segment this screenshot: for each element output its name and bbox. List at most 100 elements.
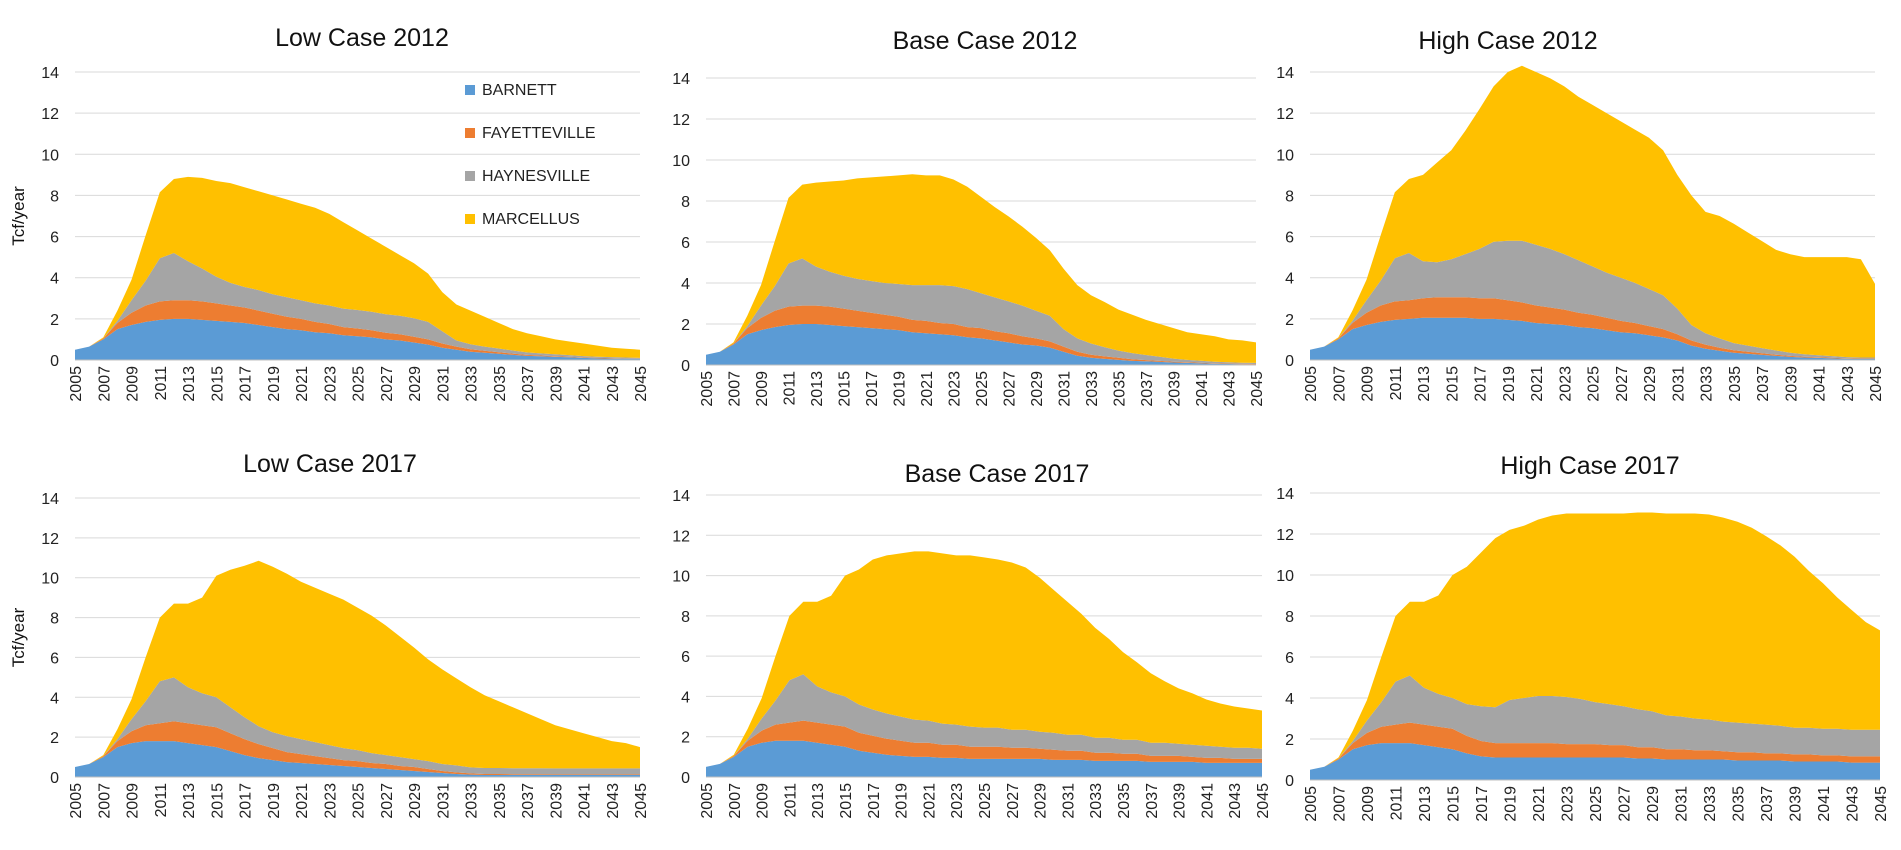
chart-panel-4: 0 2 4 6 8 10 12 14 2005 2007 2009 2011 2013 2015 2017 2… xyxy=(9,450,650,819)
x-tick-label: 2009 xyxy=(1360,366,1377,402)
x-tick-label: 2007 xyxy=(727,783,744,819)
chart-panel-2: 0 2 4 6 8 10 12 14 2005 2007 2009 2011 2013 2015 2017 2… xyxy=(672,27,1266,407)
chart-title: Base Case 2017 xyxy=(905,460,1090,488)
area-fayetteville xyxy=(75,721,640,775)
x-tick-label: 2043 xyxy=(1845,786,1862,822)
y-tick-label: 2 xyxy=(681,317,690,334)
y-tick-label: 4 xyxy=(681,276,690,293)
x-tick-label: 2035 xyxy=(1112,371,1129,407)
area-barnett xyxy=(75,318,640,360)
x-tick-label: 2045 xyxy=(1255,783,1272,819)
y-tick-label: 12 xyxy=(1276,527,1294,544)
x-tick-label: 2013 xyxy=(1416,366,1433,402)
x-tick-label: 2011 xyxy=(782,371,799,406)
x-tick-label: 2009 xyxy=(1360,786,1377,822)
x-tick-label: 2045 xyxy=(1873,786,1890,822)
area-marcellus xyxy=(706,551,1262,767)
x-tick-label: 2023 xyxy=(949,783,966,819)
x-tick-label: 2005 xyxy=(1303,786,1320,822)
legend-label-haynesville: HAYNESVILLE xyxy=(482,168,590,185)
x-tick-label: 2009 xyxy=(755,783,772,819)
area-fayetteville xyxy=(1310,297,1875,359)
x-tick-label: 2045 xyxy=(633,783,650,819)
y-tick-label: 2 xyxy=(50,730,59,747)
x-tick-label: 2021 xyxy=(294,366,311,402)
x-tick-label: 2011 xyxy=(1388,366,1405,401)
x-tick-label: 2027 xyxy=(1614,366,1631,402)
area-marcellus xyxy=(75,176,640,358)
x-tick-label: 2041 xyxy=(1194,371,1211,407)
x-tick-label: 2043 xyxy=(605,366,622,402)
legend-label-barnett: BARNETT xyxy=(482,82,557,99)
x-tick-label: 2007 xyxy=(727,371,744,407)
x-tick-label: 2025 xyxy=(351,783,368,819)
x-tick-label: 2037 xyxy=(1759,786,1776,822)
x-tick-label: 2043 xyxy=(605,783,622,819)
y-tick-label: 14 xyxy=(672,488,690,505)
area-barnett xyxy=(1310,743,1880,780)
x-tick-label: 2039 xyxy=(548,366,565,402)
x-tick-label: 2017 xyxy=(864,371,881,407)
x-tick-label: 2011 xyxy=(153,783,170,818)
x-tick-label: 2017 xyxy=(866,783,883,819)
x-tick-label: 2027 xyxy=(1002,371,1019,407)
x-tick-label: 2021 xyxy=(294,783,311,819)
area-haynesville xyxy=(75,253,640,359)
area-fayetteville xyxy=(75,300,640,359)
y-tick-label: 12 xyxy=(41,531,59,548)
x-tick-label: 2033 xyxy=(1088,783,1105,819)
y-tick-label: 10 xyxy=(1276,147,1294,164)
x-tick-label: 2023 xyxy=(1560,786,1577,822)
x-tick-label: 2029 xyxy=(1033,783,1050,819)
x-tick-label: 2027 xyxy=(379,783,396,819)
x-tick-label: 2023 xyxy=(947,371,964,407)
x-tick-label: 2035 xyxy=(492,366,509,402)
x-tick-label: 2031 xyxy=(435,366,452,402)
y-tick-label: 12 xyxy=(672,528,690,545)
x-tick-label: 2029 xyxy=(1642,366,1659,402)
area-fayetteville xyxy=(706,720,1262,767)
area-fayetteville xyxy=(706,305,1256,365)
x-tick-label: 2013 xyxy=(1417,786,1434,822)
x-tick-label: 2039 xyxy=(1783,366,1800,402)
x-tick-label: 2039 xyxy=(1788,786,1805,822)
area-marcellus xyxy=(1310,512,1880,770)
x-tick-label: 2005 xyxy=(68,366,85,402)
x-tick-label: 2021 xyxy=(921,783,938,819)
x-tick-label: 2027 xyxy=(379,366,396,402)
x-tick-label: 2015 xyxy=(1446,786,1463,822)
chart-title: Low Case 2012 xyxy=(275,24,449,52)
y-tick-label: 14 xyxy=(672,71,690,88)
x-tick-label: 2033 xyxy=(1084,371,1101,407)
y-axis-label: Tcf/year xyxy=(9,607,28,667)
area-barnett xyxy=(706,324,1256,365)
chart-title: Low Case 2017 xyxy=(243,450,417,478)
y-tick-label: 10 xyxy=(672,153,690,170)
area-haynesville xyxy=(706,674,1262,767)
y-tick-label: 12 xyxy=(1276,106,1294,123)
x-tick-label: 2023 xyxy=(1557,366,1574,402)
y-tick-label: 0 xyxy=(681,358,690,375)
x-tick-label: 2005 xyxy=(68,783,85,819)
y-tick-label: 8 xyxy=(50,188,59,205)
y-tick-label: 8 xyxy=(681,609,690,626)
y-tick-label: 8 xyxy=(1285,188,1294,205)
x-tick-label: 2035 xyxy=(1727,366,1744,402)
x-tick-label: 2043 xyxy=(1222,371,1239,407)
y-tick-label: 14 xyxy=(41,65,59,82)
y-tick-label: 4 xyxy=(50,271,59,288)
y-tick-label: 8 xyxy=(681,194,690,211)
y-tick-label: 14 xyxy=(1276,65,1294,82)
x-tick-label: 2019 xyxy=(1503,786,1520,822)
x-tick-label: 2019 xyxy=(266,366,283,402)
x-tick-label: 2009 xyxy=(754,371,771,407)
x-tick-label: 2005 xyxy=(699,783,716,819)
x-tick-label: 2021 xyxy=(1529,366,1546,402)
area-fayetteville xyxy=(1310,722,1880,770)
x-tick-label: 2041 xyxy=(1812,366,1829,402)
x-tick-label: 2043 xyxy=(1227,783,1244,819)
x-tick-label: 2005 xyxy=(1303,366,1320,402)
y-tick-label: 2 xyxy=(1285,312,1294,329)
